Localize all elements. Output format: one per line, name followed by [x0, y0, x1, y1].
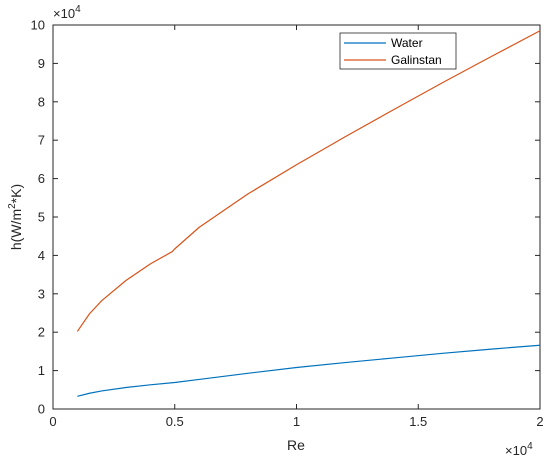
legend-box: [339, 32, 457, 70]
tick-layer: 0 0.5 1 1.5 2 0 1 2 3 4 5 6 7 8 9 10: [31, 18, 544, 430]
y-axis-multiplier: ×104: [53, 4, 81, 21]
y-tick-label: 5: [38, 210, 45, 225]
series-layer: [76, 30, 541, 397]
y-tick-label: 0: [38, 402, 45, 417]
y-tick-label: 10: [31, 18, 45, 33]
legend: Water Galinstan: [339, 32, 457, 70]
y-tick-label: 4: [38, 248, 45, 263]
y-tick-label: 3: [38, 286, 45, 301]
x-tick-label: 2: [536, 414, 543, 429]
y-tick-label: 2: [38, 325, 45, 340]
legend-label-water: Water: [391, 36, 423, 50]
series-line-galinstan: [76, 30, 541, 332]
x-tick-label: 0: [49, 414, 56, 429]
plot-area: 0 0.5 1 1.5 2 0 1 2 3 4 5 6 7 8 9 10: [31, 18, 544, 430]
x-tick-label: 1.5: [409, 414, 427, 429]
x-axis-multiplier: ×104: [505, 441, 533, 458]
x-tick-label: 1: [293, 414, 300, 429]
y-tick-label: 7: [38, 133, 45, 148]
y-axis-label: h(W/m2*K): [7, 184, 24, 250]
y-tick-label: 9: [38, 56, 45, 71]
y-tick-label: 1: [38, 363, 45, 378]
y-tick-label: 8: [38, 94, 45, 109]
x-axis-label: Re: [287, 437, 305, 453]
legend-label-galinstan: Galinstan: [391, 53, 442, 67]
y-tick-label: 6: [38, 171, 45, 186]
series-line-water: [77, 344, 541, 397]
x-tick-label: 0.5: [166, 414, 184, 429]
axes-box: [52, 24, 541, 410]
